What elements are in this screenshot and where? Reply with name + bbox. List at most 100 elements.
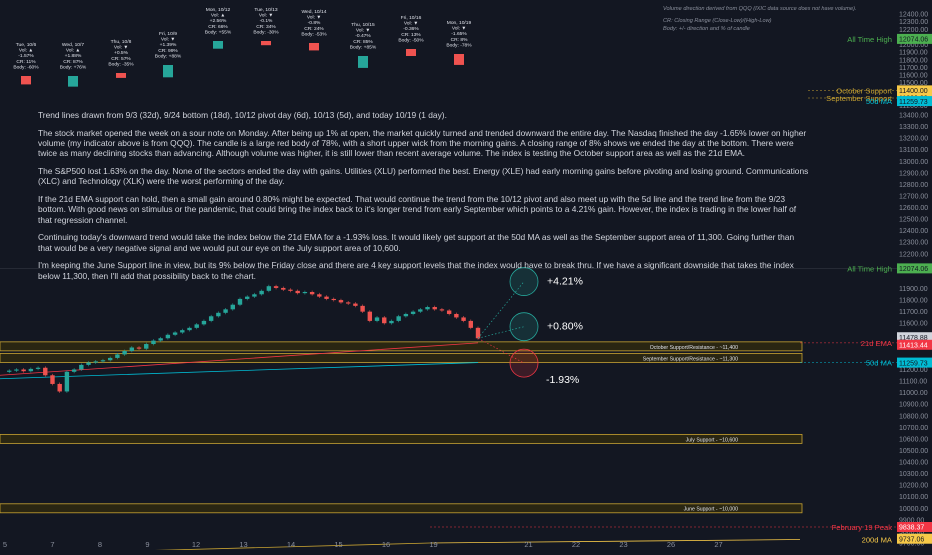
- projection-circle: [509, 267, 539, 296]
- price-candle: [353, 303, 358, 306]
- projection-circle: [509, 312, 539, 342]
- price-candle: [230, 304, 235, 310]
- top-panel-bg: [0, 0, 932, 106]
- axis-tick-label: 12400.00: [899, 12, 928, 19]
- price-candle: [223, 309, 228, 313]
- feb-peak-label: February 19 Peak: [832, 523, 893, 532]
- stat-card-line: Vol: ▲: [66, 48, 80, 54]
- x-tick-label: 27: [714, 540, 722, 549]
- stat-candle: [21, 76, 31, 85]
- ema-label: 21d EMA: [861, 339, 893, 348]
- stat-card-line: Vol: ▼: [114, 45, 128, 51]
- price-candle: [129, 347, 135, 351]
- axis-tick-label: 12500.00: [899, 217, 928, 224]
- stat-card-line: CR: 24%: [304, 26, 324, 32]
- price-candle: [43, 367, 48, 376]
- price-candle: [281, 287, 286, 290]
- stat-card-line: Body: +85%: [350, 44, 377, 50]
- support-zone: [0, 503, 803, 514]
- stat-card-line: Fri, 10/9: [159, 31, 177, 37]
- level-label: 50d MA: [866, 97, 893, 106]
- axis-tick-label: 12200.00: [899, 27, 928, 34]
- axis-tick-label: 13300.00: [899, 124, 928, 131]
- feb-peak-tag: [897, 521, 932, 532]
- stat-candle: [261, 41, 271, 46]
- axis-tick-label: 12900.00: [899, 170, 928, 177]
- stat-card-line: +1.88%: [65, 53, 82, 59]
- x-tick-label: 22: [572, 540, 580, 549]
- stat-candle: [116, 73, 126, 78]
- stat-card-line: Body: -50%: [398, 37, 424, 43]
- price-candle: [259, 290, 264, 295]
- price-candle: [107, 357, 113, 361]
- stat-card-line: Body: -53%: [301, 31, 327, 37]
- stat-card-line: Mon, 10/12: [206, 7, 231, 13]
- price-candle: [309, 291, 315, 295]
- price-candle: [115, 354, 120, 358]
- x-tick-label: 9: [145, 540, 149, 549]
- projection-circle: [509, 348, 539, 378]
- price-candle: [331, 298, 336, 301]
- stat-card-line: Fri, 10/16: [401, 15, 422, 21]
- axis-tick-label: 12000.00: [899, 42, 928, 49]
- projection-label: -1.93%: [546, 374, 579, 386]
- price-candle: [14, 369, 19, 371]
- stat-card-line: Vol: ▲: [19, 48, 33, 54]
- stat-candle: [454, 54, 464, 65]
- ma200-line-ext: [429, 539, 801, 544]
- stat-card-line: Mon, 10/19: [447, 20, 472, 26]
- stat-card-line: +0.5%: [114, 50, 129, 56]
- stat-card-line: Tue, 10/13: [254, 7, 277, 13]
- stat-candle: [309, 43, 319, 51]
- stat-card-line: +2.56%: [210, 18, 227, 24]
- axis-tick-label: 11500.00: [899, 80, 928, 87]
- ma50-line: [0, 362, 479, 380]
- axis-tick-label: 9700.00: [899, 541, 924, 548]
- projection-line: [477, 281, 525, 339]
- price-candle: [187, 327, 192, 331]
- stat-card-line: -1.65%: [451, 31, 467, 37]
- axis-tick-label: 13100.00: [899, 147, 928, 154]
- price-candle: [21, 369, 26, 372]
- stat-card-line: Body: +55%: [205, 29, 232, 35]
- stat-card-line: Body: +88%: [155, 53, 182, 59]
- axis-tick-label: 11900.00: [899, 50, 928, 57]
- commentary-paragraph: I'm keeping the June Support line in vie…: [38, 260, 794, 281]
- price-tag-label: 11259.73: [899, 360, 928, 367]
- stat-candle: [406, 49, 416, 56]
- support-zone: [0, 353, 803, 363]
- stat-card-line: Vol: ▼: [404, 21, 418, 27]
- projection-label: +0.80%: [547, 321, 583, 333]
- price-candle: [273, 286, 279, 288]
- support-zone-label: July Support - ~10,600: [686, 437, 738, 443]
- x-tick-label: 26: [667, 540, 675, 549]
- commentary-paragraph: If the 21d EMA support can hold, then a …: [38, 194, 797, 225]
- stat-card-line: CR: 87%: [63, 59, 83, 65]
- stat-card-line: -0.8%: [308, 20, 321, 26]
- support-zone: [0, 433, 803, 444]
- price-candle: [468, 320, 473, 328]
- x-tick-label: 7: [50, 540, 54, 549]
- axis-tick-label: 10000.00: [899, 506, 928, 513]
- price-candle: [79, 364, 84, 370]
- price-candle: [252, 294, 257, 297]
- price-candle: [28, 368, 34, 372]
- axis-tick-label: 12400.00: [899, 228, 928, 235]
- x-tick-label: 15: [334, 540, 342, 549]
- axis-tick-label: 10900.00: [899, 402, 928, 409]
- ema-line: [0, 342, 479, 376]
- axis-tick-label: 12300.00: [899, 240, 928, 247]
- price-candle: [216, 312, 221, 317]
- level-label: All Time High: [847, 35, 892, 44]
- stat-card-line: +1.39%: [160, 42, 177, 48]
- axis-tick-label: 10400.00: [899, 460, 928, 467]
- stat-card-line: Vol: ▲: [211, 13, 225, 19]
- axis-tick-label: 10700.00: [899, 425, 928, 432]
- stat-card-line: Thu, 10/8: [111, 39, 132, 45]
- price-candle: [35, 367, 41, 369]
- stat-card-line: Vol: ▼: [259, 13, 273, 19]
- stat-card-line: Vol: ▼: [452, 26, 466, 32]
- stat-card-line: Tue, 10/6: [16, 42, 37, 48]
- axis-tick-label: 11100.00: [899, 379, 927, 386]
